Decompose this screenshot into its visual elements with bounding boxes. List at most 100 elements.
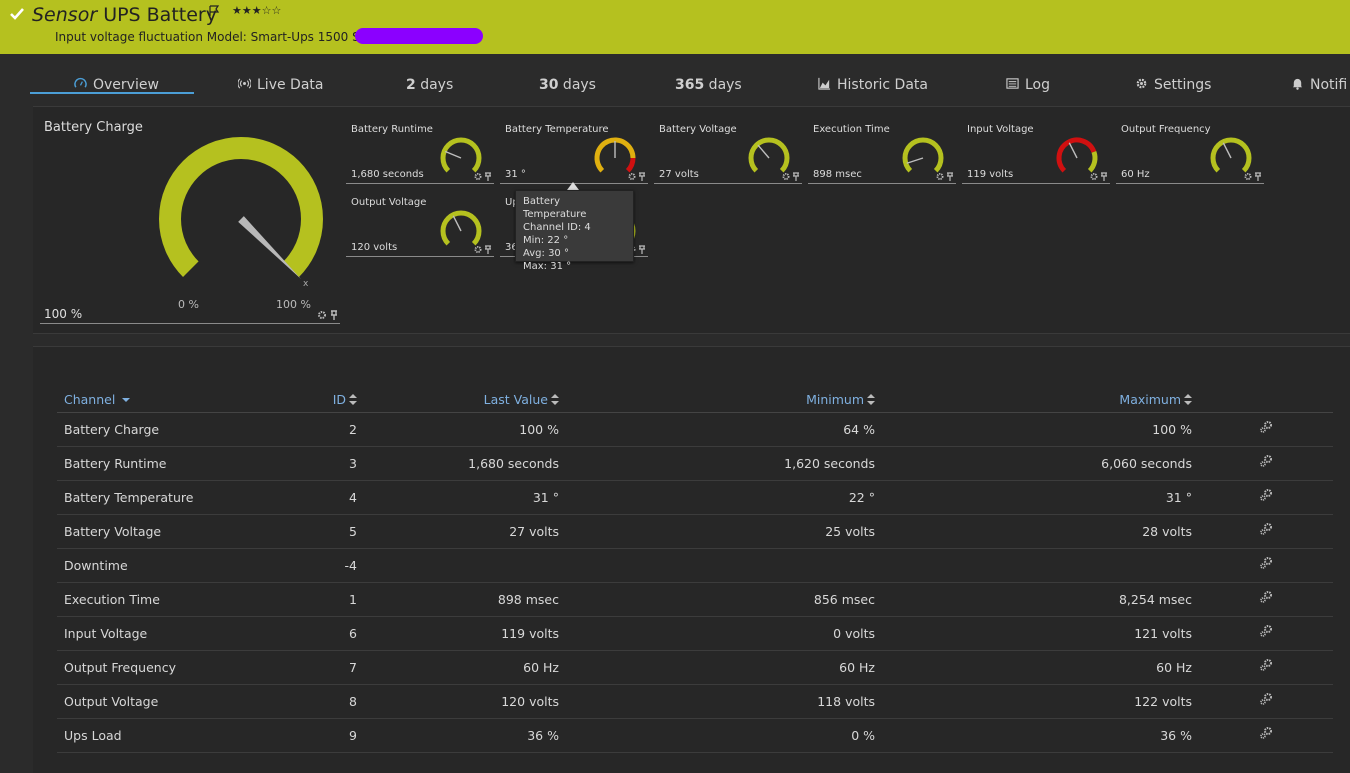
pin-icon[interactable] <box>485 245 491 254</box>
col-channel-header[interactable]: Channel <box>57 388 287 413</box>
sensor-kind: Sensor <box>32 4 98 26</box>
tab-notifications-label: Notifi <box>1310 77 1348 93</box>
cell-last-value: 120 volts <box>364 684 566 719</box>
table-row[interactable]: Battery Runtime 3 1,680 seconds 1,620 secon… <box>57 446 1333 481</box>
pin-icon[interactable] <box>1101 172 1107 181</box>
flag-icon[interactable] <box>208 5 220 17</box>
cell-channel[interactable]: Downtime <box>57 548 287 583</box>
channel-settings-icon[interactable] <box>1259 726 1273 740</box>
col-last-value-header[interactable]: Last Value <box>364 388 566 413</box>
tab-2-days[interactable]: 2 days <box>406 77 453 93</box>
tab-30-days[interactable]: 30 days <box>539 77 596 93</box>
tab-365-days[interactable]: 365 days <box>675 77 742 93</box>
col-maximum-header[interactable]: Maximum <box>882 388 1199 413</box>
cell-channel[interactable]: Battery Charge <box>57 412 287 447</box>
tab-365-days-label: days <box>704 77 742 93</box>
sensor-header: Sensor UPS Battery ★★★☆☆ Input voltage f… <box>0 0 1350 54</box>
channel-settings-icon[interactable] <box>1259 692 1273 706</box>
small-gauge-dial <box>440 210 482 246</box>
small-gauge-battery-runtime[interactable]: Battery Runtime 1,680 seconds <box>346 112 494 184</box>
gauge-arc <box>440 210 482 246</box>
big-gauge[interactable] <box>150 130 330 295</box>
table-row[interactable]: Execution Time 1 898 msec 856 msec 8,254 mse… <box>57 582 1333 617</box>
tab-notifications[interactable]: Notifi <box>1291 77 1347 93</box>
pin-icon[interactable] <box>485 172 491 181</box>
table-row[interactable]: Battery Temperature 4 31 ° 22 ° 31 ° <box>57 480 1333 515</box>
small-gauge-battery-temperature[interactable]: Battery Temperature 31 ° <box>500 112 648 184</box>
tab-log[interactable]: Log <box>1006 77 1050 93</box>
priority-stars[interactable]: ★★★☆☆ <box>232 4 282 17</box>
pin-icon[interactable] <box>639 172 645 181</box>
tab-settings[interactable]: Settings <box>1135 77 1211 93</box>
big-gauge-min-label: 0 % <box>178 298 199 311</box>
cell-maximum: 36 % <box>882 718 1199 753</box>
cell-channel[interactable]: Ups Load <box>57 718 287 753</box>
cell-channel[interactable]: Battery Voltage <box>57 514 287 549</box>
cell-channel[interactable]: Execution Time <box>57 582 287 617</box>
tab-live-data[interactable]: Live Data <box>238 77 323 93</box>
list-icon <box>1006 78 1019 89</box>
small-gauge-output-voltage[interactable]: Output Voltage 120 volts <box>346 185 494 257</box>
cell-actions <box>1199 684 1333 719</box>
channel-settings-icon[interactable] <box>1259 488 1273 502</box>
gear-icon[interactable] <box>1090 173 1098 180</box>
cell-channel[interactable]: Output Voltage <box>57 684 287 719</box>
cell-channel[interactable]: Output Frequency <box>57 650 287 685</box>
gauge-arc-danger <box>625 157 636 173</box>
pin-icon[interactable] <box>947 172 953 181</box>
gear-icon[interactable] <box>936 173 944 180</box>
channel-settings-icon[interactable] <box>1259 556 1273 570</box>
tab-historic-data[interactable]: Historic Data <box>818 77 928 93</box>
small-gauge-title: Input Voltage <box>967 124 1034 135</box>
cell-channel[interactable]: Input Voltage <box>57 616 287 651</box>
table-row[interactable]: Battery Voltage 5 27 volts 25 volts 28 volts <box>57 514 1333 549</box>
cell-actions <box>1199 446 1333 481</box>
channel-settings-icon[interactable] <box>1259 658 1273 672</box>
channel-settings-icon[interactable] <box>1259 624 1273 638</box>
small-gauge-execution-time[interactable]: Execution Time 898 msec <box>808 112 956 184</box>
tab-overview[interactable]: Overview <box>74 77 159 93</box>
col-id-header[interactable]: ID <box>287 388 364 413</box>
cell-last-value: 898 msec <box>364 582 566 617</box>
pin-icon[interactable] <box>793 172 799 181</box>
pin-icon[interactable] <box>331 310 337 320</box>
gear-icon[interactable] <box>782 173 790 180</box>
tab-2-days-label: days <box>415 77 454 93</box>
cell-actions <box>1199 480 1333 515</box>
small-gauge-controls <box>628 172 645 181</box>
small-gauge-controls <box>474 172 491 181</box>
gear-icon[interactable] <box>628 173 636 180</box>
small-gauge-title: Output Voltage <box>351 197 427 208</box>
big-gauge-title: Battery Charge <box>44 120 143 135</box>
cell-id: 1 <box>287 582 364 617</box>
small-gauge-input-voltage[interactable]: Input Voltage 119 volts <box>962 112 1110 184</box>
table-row[interactable]: Output Voltage 8 120 volts 118 volts 122 vol… <box>57 684 1333 719</box>
cell-minimum <box>566 548 882 583</box>
table-row[interactable]: Downtime -4 <box>57 548 1333 583</box>
gear-icon[interactable] <box>474 246 482 253</box>
col-last-value-label: Last Value <box>483 392 548 408</box>
sensor-title: Sensor UPS Battery <box>32 4 217 26</box>
table-row[interactable]: Output Frequency 7 60 Hz 60 Hz 60 Hz <box>57 650 1333 685</box>
table-row[interactable]: Battery Charge 2 100 % 64 % 100 % <box>57 412 1333 447</box>
gauge-needle <box>757 144 770 159</box>
channel-settings-icon[interactable] <box>1259 590 1273 604</box>
small-gauge-value: 60 Hz <box>1121 169 1150 180</box>
channel-settings-icon[interactable] <box>1259 522 1273 536</box>
cell-channel[interactable]: Battery Runtime <box>57 446 287 481</box>
gear-icon[interactable] <box>318 311 326 319</box>
pin-icon[interactable] <box>1255 172 1261 181</box>
gear-icon[interactable] <box>474 173 482 180</box>
table-row[interactable]: Ups Load 9 36 % 0 % 36 % <box>57 718 1333 753</box>
table-row[interactable]: Input Voltage 6 119 volts 0 volts 121 volts <box>57 616 1333 651</box>
col-actions-header <box>1199 388 1333 413</box>
cell-channel[interactable]: Battery Temperature <box>57 480 287 515</box>
channel-settings-icon[interactable] <box>1259 454 1273 468</box>
pin-icon[interactable] <box>639 245 645 254</box>
col-minimum-header[interactable]: Minimum <box>566 388 882 413</box>
gear-icon[interactable] <box>1244 173 1252 180</box>
small-gauge-output-frequency[interactable]: Output Frequency 60 Hz <box>1116 112 1264 184</box>
channel-settings-icon[interactable] <box>1259 420 1273 434</box>
small-gauge-battery-voltage[interactable]: Battery Voltage 27 volts <box>654 112 802 184</box>
cell-maximum: 121 volts <box>882 616 1199 651</box>
